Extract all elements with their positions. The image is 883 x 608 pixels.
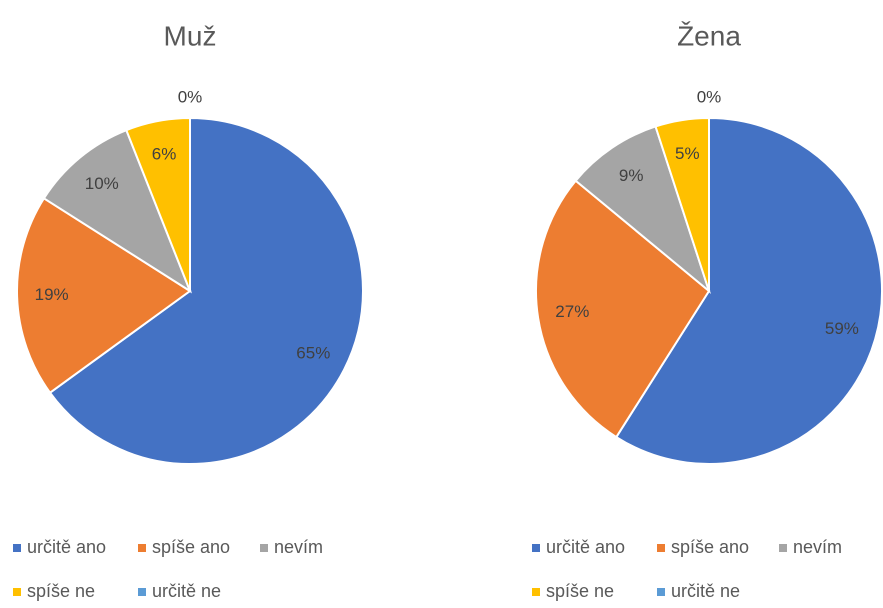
chart-title: Muž xyxy=(164,20,217,51)
legend-label: spíše ne xyxy=(546,581,614,601)
legend-label: určitě ano xyxy=(27,537,106,557)
legend-label: nevím xyxy=(793,537,842,557)
pie-slice xyxy=(614,116,883,465)
legend-label: určitě ne xyxy=(152,581,221,601)
pie-slice xyxy=(16,196,192,395)
data-label: 65% xyxy=(296,343,330,362)
pie-slice xyxy=(48,116,364,465)
legend-label: určitě ano xyxy=(546,537,625,557)
data-label: 6% xyxy=(152,145,177,164)
legend-label: spíše ano xyxy=(152,537,230,557)
legend-label: spíše ano xyxy=(671,537,749,557)
pie-slice xyxy=(574,125,712,294)
pie-slice xyxy=(42,128,193,294)
legend-swatch xyxy=(260,544,268,552)
data-label: 0% xyxy=(178,87,203,106)
data-label: 27% xyxy=(555,302,589,321)
legend-label: nevím xyxy=(274,537,323,557)
chart-title: Žena xyxy=(677,20,741,51)
data-label: 9% xyxy=(619,166,644,185)
legend-label: určitě ne xyxy=(671,581,740,601)
legend-label: spíše ne xyxy=(27,581,95,601)
data-label: 10% xyxy=(85,174,119,193)
legend-swatch xyxy=(657,588,665,596)
legend-swatch xyxy=(138,588,146,596)
legend-swatch xyxy=(13,544,21,552)
legend-swatch xyxy=(532,544,540,552)
data-label: 5% xyxy=(675,144,700,163)
legend-swatch xyxy=(657,544,665,552)
data-label: 59% xyxy=(825,319,859,338)
data-label: 0% xyxy=(697,87,722,106)
legend-swatch xyxy=(779,544,787,552)
legend-swatch xyxy=(532,588,540,596)
legend-swatch xyxy=(138,544,146,552)
legend-swatch xyxy=(13,588,21,596)
data-label: 19% xyxy=(35,285,69,304)
pie-slice xyxy=(535,179,711,439)
